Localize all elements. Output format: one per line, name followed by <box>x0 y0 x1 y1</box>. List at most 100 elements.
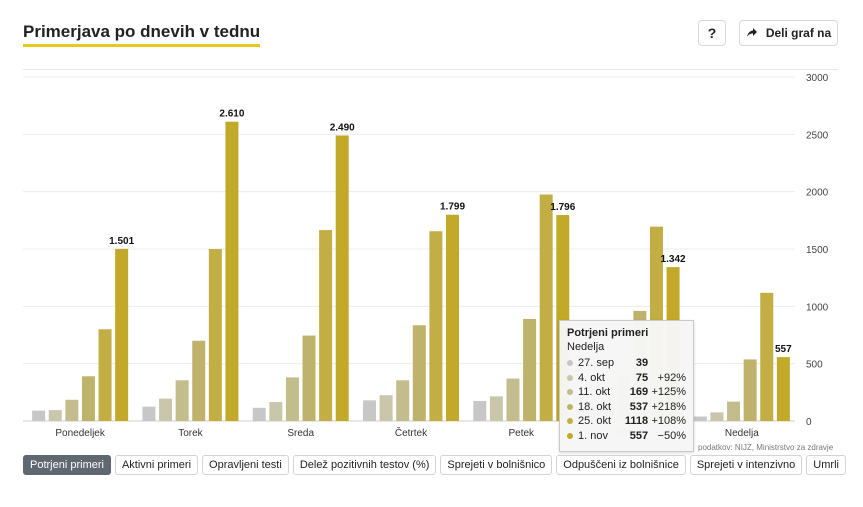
data-label: 2.490 <box>330 122 355 133</box>
data-label: 1.342 <box>661 254 686 265</box>
bar <box>65 399 79 421</box>
tooltip-row-change: +125% <box>651 386 686 399</box>
metric-tab[interactable]: Opravljeni testi <box>202 455 289 475</box>
y-tick-label: 500 <box>806 360 823 371</box>
tooltip-row: 18. okt 537 +218% <box>567 400 686 415</box>
bar <box>489 396 503 421</box>
bar <box>208 249 222 421</box>
tooltip-row-label: 1. nov <box>578 429 608 442</box>
x-tick-label: Sreda <box>287 428 314 439</box>
bar <box>192 340 206 421</box>
header-divider <box>23 69 838 70</box>
legend-dot-icon <box>567 418 573 425</box>
bar <box>115 248 129 421</box>
metric-tab[interactable]: Sprejeti v intenzivno <box>689 455 803 475</box>
tooltip-row: 4. okt 75 +92% <box>567 371 686 386</box>
share-arrow-icon <box>746 28 757 37</box>
metric-tab[interactable]: Umrli <box>806 455 846 475</box>
y-tick-label: 0 <box>806 417 812 428</box>
bar <box>760 292 774 421</box>
bar <box>335 135 349 422</box>
legend-dot-icon <box>567 432 573 439</box>
bar <box>269 402 283 421</box>
bar <box>693 416 707 421</box>
share-button[interactable]: Deli graf na <box>739 20 838 46</box>
tooltip-row-change: +108% <box>651 415 686 428</box>
chart-tooltip: Potrjeni primeri Nedelja 27. sep 39 4. okt… <box>559 320 694 452</box>
tooltip-row: 27. sep 39 <box>567 356 686 371</box>
bar <box>396 380 410 421</box>
x-tick-label: Četrtek <box>395 426 428 439</box>
bar <box>446 214 459 421</box>
tooltip-row-change: −50% <box>657 429 686 442</box>
help-button[interactable]: ? <box>698 20 726 46</box>
tooltip-row: 1. nov 557 −50% <box>567 429 686 444</box>
x-tick-label: Petek <box>508 428 535 439</box>
bar <box>710 412 724 421</box>
chart-title: Primerjava po dnevih v tednu <box>23 22 261 47</box>
legend-dot-icon <box>567 360 573 367</box>
metric-tab[interactable]: Sprejeti v bolnišnico <box>440 455 553 475</box>
bar <box>142 406 156 421</box>
legend-dot-icon <box>567 389 573 396</box>
tooltip-row-value: 75 <box>635 371 649 384</box>
bar <box>48 410 62 421</box>
x-tick-label: Nedelja <box>725 428 759 439</box>
bar <box>252 407 266 421</box>
legend-dot-icon <box>567 374 573 381</box>
bar <box>776 357 790 421</box>
bar <box>743 359 757 421</box>
data-label: 557 <box>775 344 792 355</box>
tooltip-row-label: 4. okt <box>578 371 605 384</box>
bar <box>473 400 487 421</box>
legend-dot-icon <box>567 403 573 410</box>
tooltip-row-label: 18. okt <box>578 400 612 413</box>
tooltip-row-value: 39 <box>635 357 649 370</box>
tooltip-row-value: 169 <box>629 386 649 399</box>
source-note: podatkov: NIJZ, Ministrstvo za zdravje <box>698 443 834 452</box>
metric-tab[interactable]: Potrjeni primeri <box>23 455 111 475</box>
bar <box>302 335 316 421</box>
tooltip-row-label: 25. okt <box>578 415 612 428</box>
tooltip-row-change: +92% <box>657 371 686 384</box>
tooltip-title: Potrjeni primeri <box>567 327 649 339</box>
bar <box>159 398 173 421</box>
tooltip-row-change: +218% <box>651 400 686 413</box>
tooltip-row-value: 537 <box>629 400 649 413</box>
metric-tab[interactable]: Odpuščeni iz bolnišnice <box>556 455 686 475</box>
y-tick-label: 3000 <box>806 73 829 84</box>
tooltip-row-label: 11. okt <box>578 386 611 399</box>
data-label: 2.610 <box>219 109 244 120</box>
y-tick-label: 2000 <box>806 188 829 199</box>
data-label: 1.501 <box>109 236 134 247</box>
metric-tab[interactable]: Delež pozitivnih testov (%) <box>292 455 437 475</box>
bar <box>429 231 443 421</box>
bar <box>506 378 520 421</box>
bar <box>285 377 299 421</box>
tooltip-row: 25. okt 1118 +108% <box>567 414 686 429</box>
bar <box>379 395 393 421</box>
tooltip-row: 11. okt 169 +125% <box>567 385 686 400</box>
bar <box>98 329 112 421</box>
tooltip-row-label: 27. sep <box>578 357 615 370</box>
data-label: 1.796 <box>550 202 575 213</box>
y-tick-label: 1000 <box>806 302 829 313</box>
y-tick-label: 2500 <box>806 130 829 141</box>
data-label: 1.799 <box>440 202 465 213</box>
bar <box>523 318 537 421</box>
bar <box>175 380 189 421</box>
bar <box>225 121 239 421</box>
y-tick-label: 1500 <box>806 245 829 256</box>
x-tick-label: Torek <box>178 428 203 439</box>
metric-tab[interactable]: Aktivni primeri <box>114 455 199 475</box>
tooltip-row-value: 1118 <box>624 415 649 428</box>
tooltip-row-value: 557 <box>629 429 649 442</box>
x-tick-label: Ponedeljek <box>55 428 105 439</box>
bar <box>727 401 741 421</box>
metric-tabs: Potrjeni primeri Aktivni primeri Opravljen… <box>23 455 846 475</box>
bar <box>412 325 426 421</box>
bar <box>539 194 553 421</box>
bar <box>363 400 376 421</box>
tooltip-subtitle: Nedelja <box>567 341 605 353</box>
